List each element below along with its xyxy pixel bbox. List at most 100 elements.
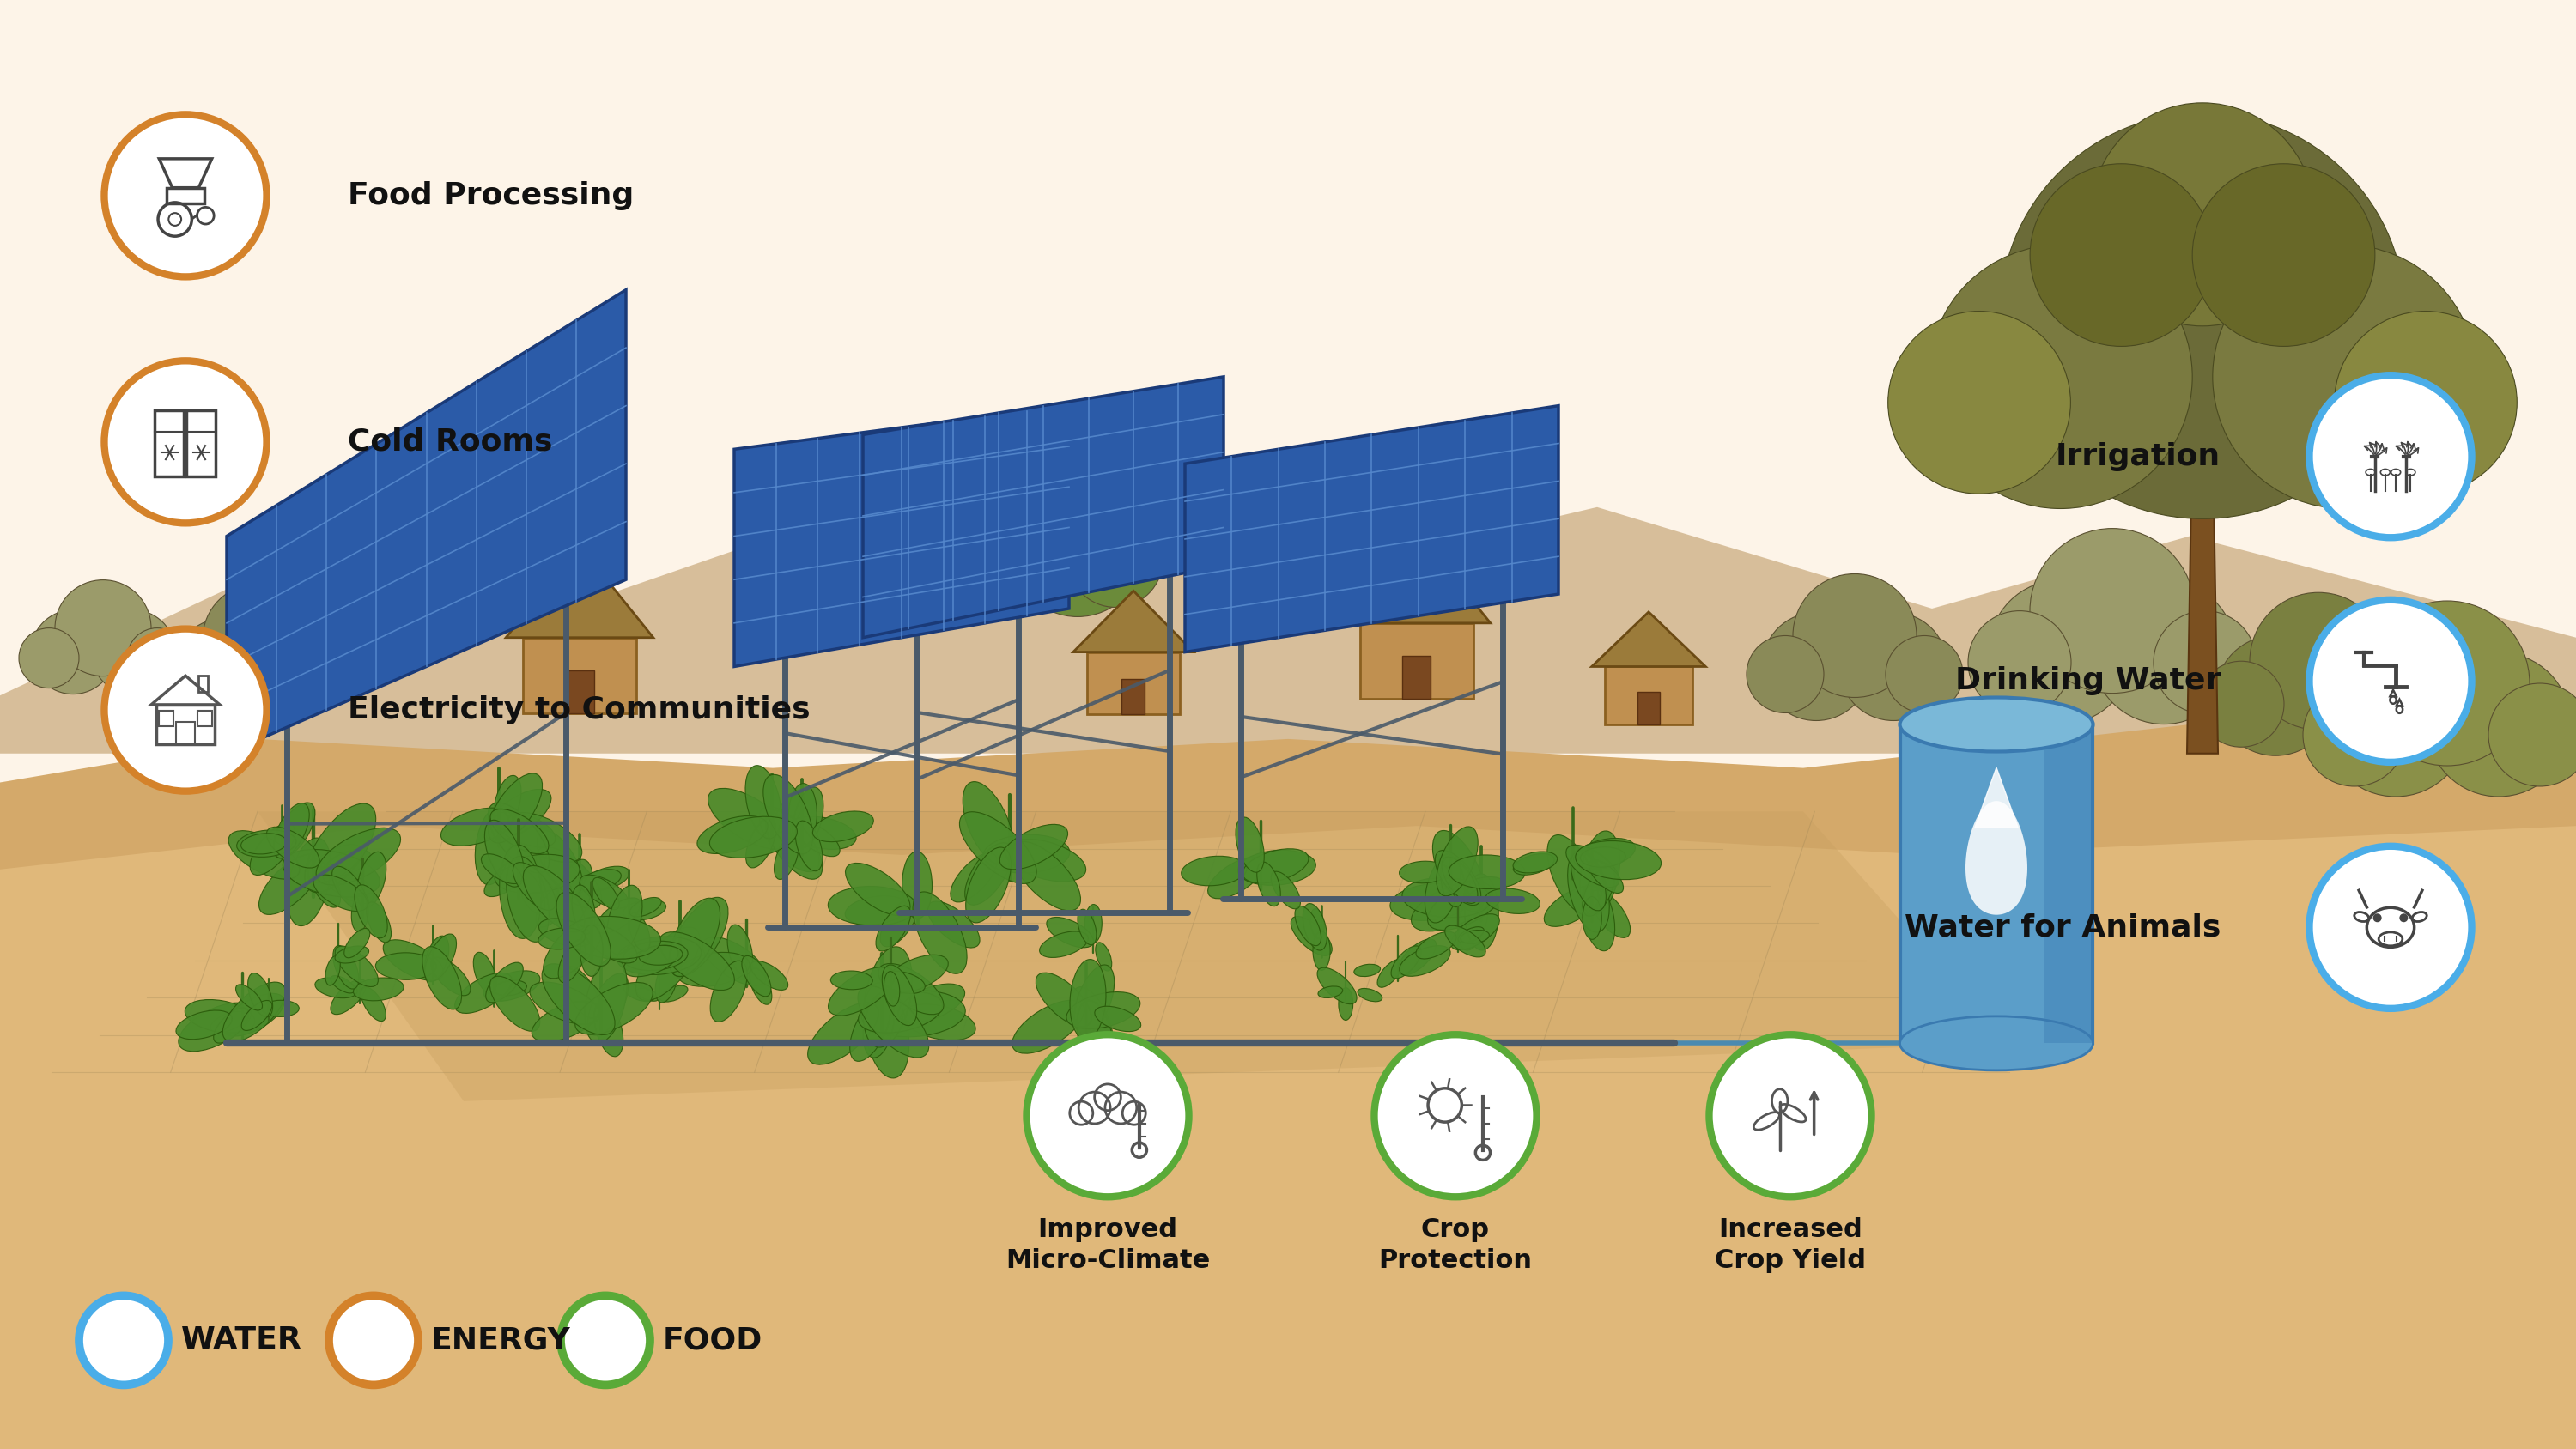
Polygon shape (0, 724, 2576, 1449)
Bar (0, 254, 2576, 261)
Bar (0, 1326, 2576, 1333)
Circle shape (1888, 312, 2071, 494)
Circle shape (768, 549, 845, 626)
Bar (0, 1311, 2576, 1319)
Ellipse shape (636, 927, 701, 1001)
Ellipse shape (623, 900, 667, 920)
Bar (0, 1137, 2576, 1145)
Ellipse shape (1084, 904, 1103, 943)
Ellipse shape (878, 964, 943, 1014)
Ellipse shape (796, 822, 840, 856)
Ellipse shape (1512, 853, 1553, 875)
Bar (0, 819, 2576, 826)
Ellipse shape (595, 898, 641, 933)
Circle shape (162, 639, 229, 707)
Bar (0, 587, 2576, 594)
Text: WATER: WATER (180, 1326, 301, 1355)
Bar (0, 80, 2576, 87)
Polygon shape (0, 826, 2576, 1449)
Ellipse shape (1236, 817, 1265, 872)
Ellipse shape (487, 803, 549, 874)
FancyBboxPatch shape (1638, 693, 1659, 724)
Ellipse shape (1012, 842, 1082, 911)
Ellipse shape (273, 803, 309, 858)
Bar (0, 927, 2576, 935)
Ellipse shape (422, 946, 461, 1010)
Ellipse shape (858, 993, 943, 1033)
Ellipse shape (229, 830, 299, 880)
Ellipse shape (1303, 904, 1327, 951)
Circle shape (814, 487, 938, 610)
Bar (0, 72, 2576, 80)
Ellipse shape (1899, 1016, 2092, 1071)
Ellipse shape (788, 816, 855, 849)
Ellipse shape (425, 936, 448, 982)
Ellipse shape (1399, 939, 1437, 975)
Ellipse shape (659, 985, 688, 1001)
Bar (0, 797, 2576, 804)
Bar (0, 572, 2576, 580)
Ellipse shape (623, 984, 654, 1001)
Circle shape (286, 639, 353, 707)
Ellipse shape (1257, 862, 1280, 906)
Bar (0, 1065, 2576, 1072)
Bar (0, 101, 2576, 109)
Ellipse shape (744, 765, 781, 839)
Ellipse shape (536, 846, 603, 909)
Ellipse shape (595, 1001, 623, 1056)
Bar (0, 138, 2576, 145)
Bar (0, 536, 2576, 543)
Bar (0, 167, 2576, 174)
Bar (0, 413, 2576, 420)
Bar (0, 268, 2576, 275)
Bar (0, 1435, 2576, 1442)
Bar (0, 594, 2576, 601)
Ellipse shape (523, 865, 585, 932)
Ellipse shape (237, 984, 263, 1010)
Bar (0, 1210, 2576, 1217)
Ellipse shape (489, 809, 549, 853)
Circle shape (1762, 613, 1870, 720)
Bar (0, 543, 2576, 551)
Ellipse shape (1358, 988, 1383, 1001)
Bar (0, 1282, 2576, 1290)
Ellipse shape (237, 830, 296, 856)
Text: FOOD: FOOD (662, 1326, 762, 1355)
Ellipse shape (325, 956, 340, 985)
Ellipse shape (1437, 826, 1479, 895)
Bar (0, 703, 2576, 710)
Ellipse shape (902, 852, 933, 919)
Ellipse shape (850, 997, 891, 1061)
Ellipse shape (273, 803, 314, 858)
Ellipse shape (1582, 865, 1615, 916)
Bar (0, 196, 2576, 203)
Ellipse shape (1399, 946, 1450, 977)
Circle shape (1968, 611, 2071, 714)
Circle shape (2154, 611, 2257, 714)
Bar (0, 790, 2576, 797)
Ellipse shape (425, 935, 456, 981)
Ellipse shape (531, 982, 600, 1024)
Ellipse shape (1582, 897, 1602, 939)
Bar (0, 58, 2576, 65)
Bar (0, 558, 2576, 565)
Polygon shape (1074, 591, 1193, 652)
Circle shape (2215, 636, 2336, 755)
Bar (0, 1377, 2576, 1384)
Ellipse shape (1311, 909, 1324, 939)
Ellipse shape (1069, 959, 1105, 1039)
Ellipse shape (358, 852, 386, 909)
Ellipse shape (474, 952, 497, 994)
Polygon shape (2187, 377, 2218, 753)
Bar (0, 1116, 2576, 1123)
Ellipse shape (750, 968, 773, 1004)
Ellipse shape (670, 897, 729, 977)
Ellipse shape (587, 974, 629, 1036)
Ellipse shape (242, 1000, 273, 1030)
Circle shape (2213, 245, 2476, 509)
Ellipse shape (629, 913, 649, 952)
Text: Improved
Micro-Climate: Improved Micro-Climate (1005, 1217, 1211, 1272)
Bar (0, 442, 2576, 449)
Text: Irrigation: Irrigation (2056, 442, 2221, 471)
Bar (0, 384, 2576, 391)
